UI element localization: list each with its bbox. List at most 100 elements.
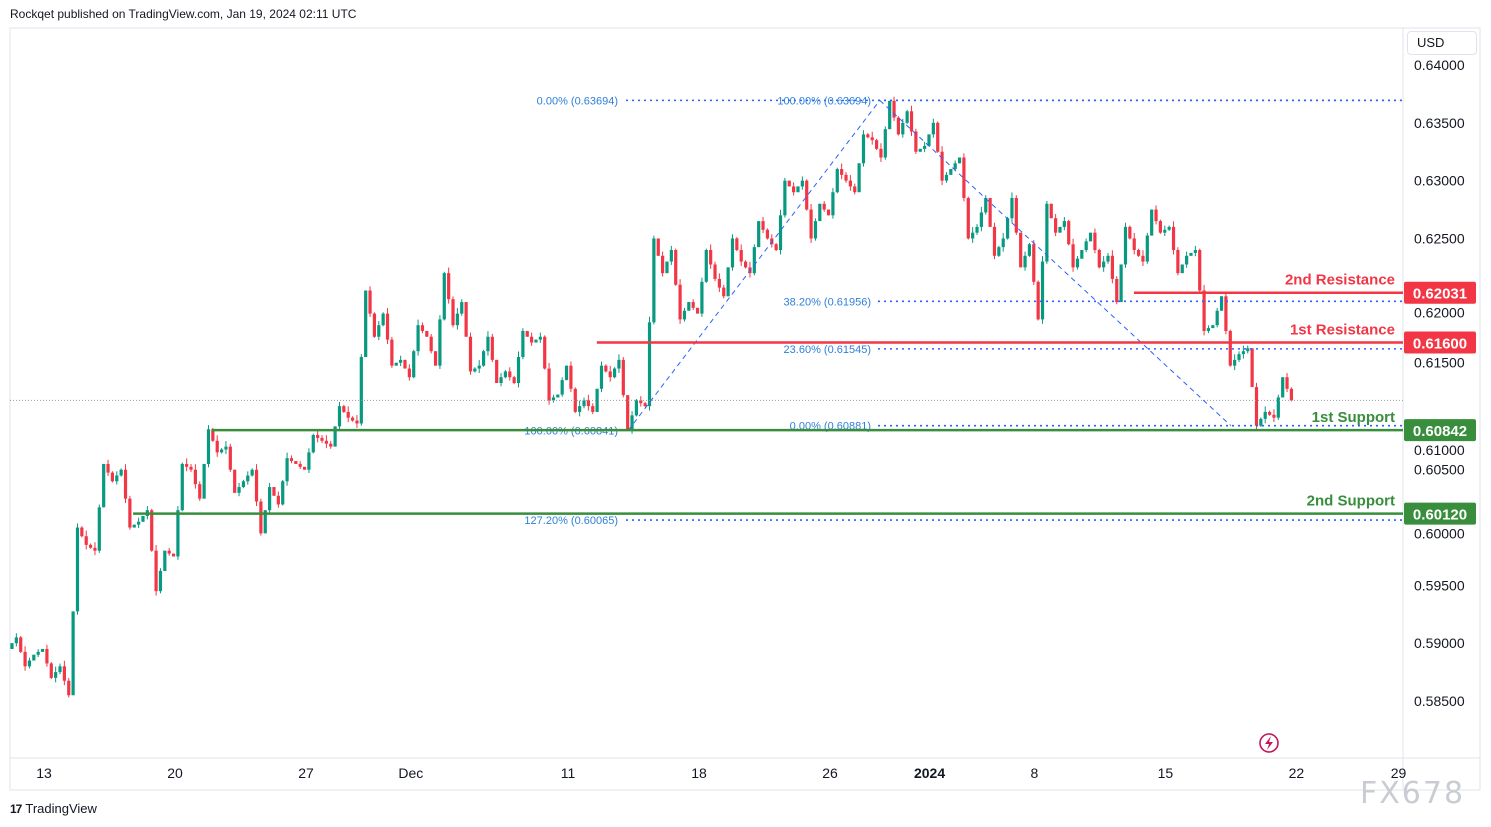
tradingview-logo[interactable]: 17 TradingView <box>10 801 97 816</box>
candle-body <box>429 336 433 352</box>
resistance-price-tag <box>1404 331 1476 354</box>
candle-body <box>93 547 97 551</box>
candle-body <box>792 186 796 193</box>
candle-body <box>547 368 551 401</box>
x-tick-label: 18 <box>691 765 707 781</box>
candle-body <box>206 429 211 464</box>
y-tick-label: 0.61500 <box>1414 355 1465 371</box>
x-tick-label: 20 <box>167 765 183 781</box>
candle-body <box>276 495 280 505</box>
candle-body <box>123 469 128 499</box>
x-tick-label: 27 <box>298 765 314 781</box>
candle-body <box>538 336 542 340</box>
candle-body <box>1219 296 1224 311</box>
x-tick-label: 8 <box>1030 765 1038 781</box>
candle-body <box>132 524 136 528</box>
candle-body <box>914 131 918 152</box>
candle-body <box>765 229 770 239</box>
candle-body <box>416 325 420 352</box>
candle-body <box>1075 258 1080 268</box>
candle-body <box>350 417 355 421</box>
x-tick-label: 11 <box>561 765 576 781</box>
candle-body <box>1106 255 1110 262</box>
resistance-label: 2nd Resistance <box>1285 272 1395 289</box>
candle-body <box>337 406 342 427</box>
candle-body <box>818 203 822 222</box>
candle-body <box>481 351 486 366</box>
tradingview-logo-mark: 17 <box>10 801 22 816</box>
candle-body <box>1180 264 1184 274</box>
candle-body <box>1102 261 1106 268</box>
candle-body <box>647 322 652 407</box>
candle-body <box>88 544 93 548</box>
candle-body <box>892 100 896 118</box>
candle-body <box>800 180 804 187</box>
candle-body <box>1049 203 1053 219</box>
candle-body <box>656 238 660 256</box>
candle-body <box>1171 226 1176 251</box>
candle-body <box>180 463 184 511</box>
candle-body <box>1215 310 1219 326</box>
candle-body <box>678 284 682 320</box>
candle-body <box>412 351 416 378</box>
candle-body <box>1211 325 1215 329</box>
candle-body <box>1263 411 1267 419</box>
candle-body <box>385 313 390 340</box>
watermark: FX678 <box>1360 776 1466 811</box>
candle-body <box>521 330 525 357</box>
candle-body <box>158 570 163 592</box>
candle-body <box>473 368 477 372</box>
candle-body <box>390 339 394 366</box>
candle-body <box>787 180 791 187</box>
candle-body <box>10 643 14 649</box>
candle-body <box>621 359 625 396</box>
candle-body <box>176 510 180 557</box>
candle-body <box>665 261 669 274</box>
candle-body <box>14 637 18 644</box>
candle-body <box>1058 226 1062 233</box>
candle-body <box>425 330 429 337</box>
candle-body <box>1067 221 1071 245</box>
candle-body <box>464 302 468 337</box>
candle-body <box>167 550 171 554</box>
candle-body <box>783 180 787 216</box>
lightning-icon[interactable] <box>1259 733 1279 753</box>
candle-body <box>630 415 634 431</box>
currency-button[interactable]: USD <box>1407 31 1477 55</box>
candle-body <box>268 487 272 511</box>
candle-body <box>307 452 311 470</box>
candle-body <box>62 666 66 681</box>
candle-body <box>757 221 761 248</box>
candle-body <box>394 362 398 366</box>
candle-body <box>809 209 813 239</box>
support-price-value: 0.60120 <box>1413 507 1467 524</box>
y-tick-label: 0.60500 <box>1414 462 1465 478</box>
candle-body <box>1080 250 1084 259</box>
candle-body <box>1045 203 1049 262</box>
candle-body <box>1289 388 1294 401</box>
candle-body <box>1062 221 1066 227</box>
candle-body <box>1150 209 1154 236</box>
candle-body <box>796 186 800 193</box>
candle-body <box>883 129 887 158</box>
candle-body <box>477 365 481 369</box>
fib-extension-label: 127.20% (0.60065) <box>524 515 618 527</box>
candle-body <box>901 122 905 135</box>
candle-body <box>233 469 237 493</box>
candle-body <box>730 238 735 268</box>
candle-body <box>1237 354 1241 360</box>
candle-body <box>272 487 276 496</box>
candle-body <box>1272 414 1276 418</box>
chart-frame <box>9 27 1481 791</box>
candle-body <box>879 148 883 158</box>
y-tick-label: 0.62500 <box>1414 230 1465 246</box>
candle-body <box>639 400 643 404</box>
y-tick-label: 0.59000 <box>1414 635 1465 651</box>
candle-body <box>1198 250 1202 291</box>
candle-body <box>695 307 700 314</box>
candle-body <box>857 163 861 193</box>
candle-body <box>1202 290 1206 331</box>
candle-body <box>355 420 359 424</box>
candle-body <box>1158 221 1163 233</box>
